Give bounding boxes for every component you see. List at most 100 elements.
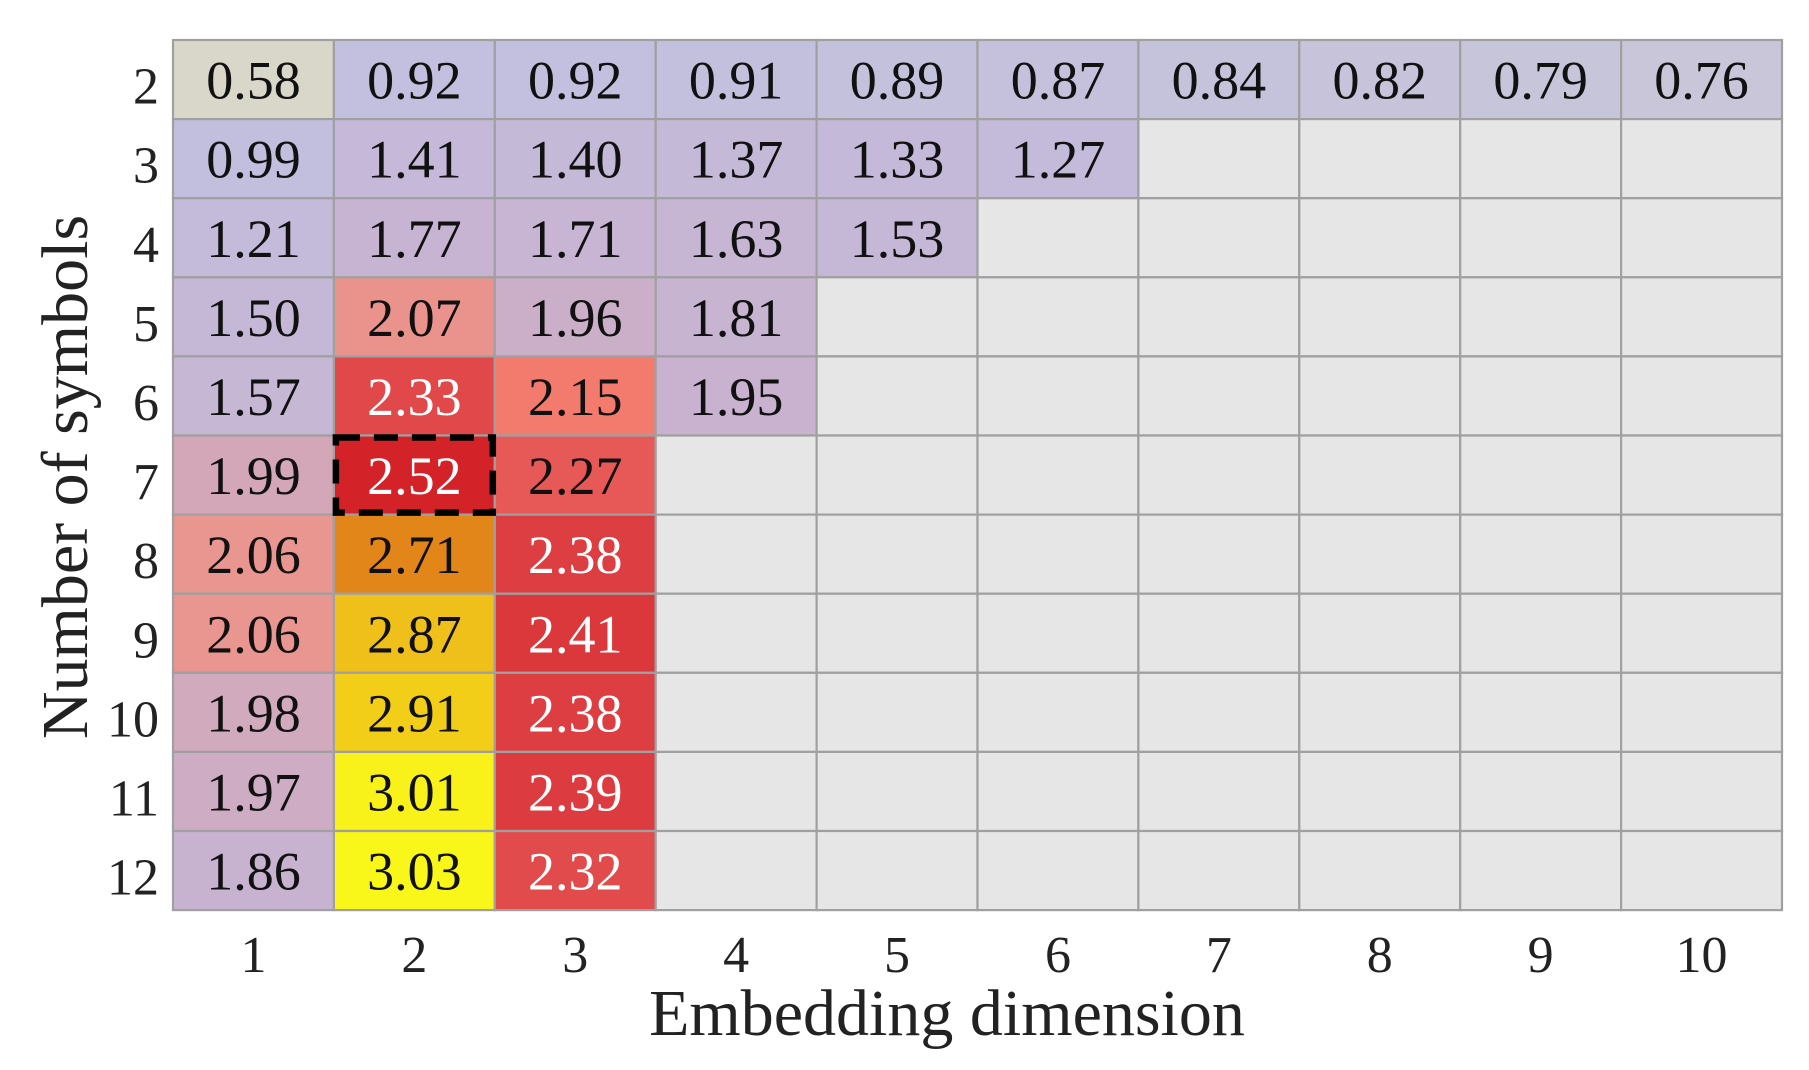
heatmap-cell-r10-c2 bbox=[332, 671, 496, 753]
heatmap-cell-r10-c3 bbox=[493, 671, 657, 753]
heatmap-cell-r2-c3 bbox=[493, 38, 657, 121]
heatmap-cell-r3-c9 bbox=[1459, 117, 1623, 200]
x-tick-label: 5 bbox=[884, 927, 910, 984]
heatmap-cell-r8-c8 bbox=[1298, 513, 1462, 595]
cell-value-label: 0.84 bbox=[1172, 51, 1267, 111]
heatmap-cell-r9-c3 bbox=[493, 592, 657, 674]
heatmap-cell-r9-c7 bbox=[1137, 592, 1301, 674]
heatmap-cell-r10-c4 bbox=[654, 671, 818, 753]
heatmap-cell-r8-c7 bbox=[1137, 513, 1301, 595]
heatmap-cell-r12-c6 bbox=[976, 829, 1140, 912]
heatmap-cell-r4-c10 bbox=[1619, 197, 1784, 279]
heatmap-cell-r11-c6 bbox=[976, 750, 1140, 833]
heatmap-cell-r9-c9 bbox=[1459, 592, 1623, 674]
x-axis-label: Embedding dimension bbox=[649, 977, 1245, 1050]
heatmap-cell-r8-c9 bbox=[1459, 513, 1623, 595]
x-tick-label: 2 bbox=[401, 927, 427, 984]
heatmap-cell-r6-c2 bbox=[332, 355, 496, 437]
heatmap-cell-r10-c5 bbox=[815, 671, 979, 753]
cell-value-label: 1.37 bbox=[689, 130, 784, 190]
heatmap-cell-r3-c10 bbox=[1619, 117, 1784, 200]
y-tick-label: 5 bbox=[133, 296, 159, 353]
heatmap-cell-r12-c5 bbox=[815, 829, 979, 912]
cell-value-label: 2.87 bbox=[367, 604, 462, 664]
heatmap-cell-r2-c2 bbox=[332, 38, 496, 121]
heatmap-cell-r11-c8 bbox=[1298, 750, 1462, 833]
heatmap-cell-r12-c9 bbox=[1459, 829, 1623, 912]
cell-value-label: 0.92 bbox=[528, 51, 623, 111]
y-axis-label: Number of symbols bbox=[29, 215, 102, 739]
cell-value-label: 0.76 bbox=[1654, 51, 1749, 111]
heatmap-cell-r7-c6 bbox=[976, 434, 1140, 516]
heatmap-cell-r8-c4 bbox=[654, 513, 818, 595]
heatmap-cell-r5-c8 bbox=[1298, 276, 1462, 358]
x-tick-label: 6 bbox=[1045, 927, 1071, 984]
cell-value-label: 3.03 bbox=[367, 842, 462, 902]
heatmap-cell-r5-c10 bbox=[1619, 276, 1784, 358]
x-tick-label: 4 bbox=[723, 927, 749, 984]
cell-labels-layer: 0.58 0.92 0.92 0.91 0.89 0.87 0.84 0.82 0.79 0.76… bbox=[206, 51, 1749, 902]
cell-value-label: 2.27 bbox=[528, 446, 623, 506]
heatmap-cell-r11-c4 bbox=[654, 750, 818, 833]
heatmap-cell-r9-c6 bbox=[976, 592, 1140, 674]
heatmap-cell-r10-c10 bbox=[1619, 671, 1784, 753]
cell-value-label: 2.06 bbox=[206, 525, 301, 585]
y-tick-label: 4 bbox=[133, 217, 159, 274]
cell-value-label: 0.58 bbox=[206, 51, 301, 111]
x-tick-label: 3 bbox=[562, 927, 588, 984]
heatmap-cell-r7-c5 bbox=[815, 434, 979, 516]
cell-value-label: 2.32 bbox=[528, 842, 623, 902]
cell-value-label: 1.81 bbox=[689, 288, 784, 348]
y-tick-label: 8 bbox=[133, 533, 159, 590]
y-tick-label: 9 bbox=[133, 612, 159, 669]
heatmap-cell-r6-c5 bbox=[815, 355, 979, 437]
heatmap-cell-r9-c10 bbox=[1619, 592, 1784, 674]
heatmap-cell-r10-c1 bbox=[171, 671, 335, 753]
cell-value-label: 0.89 bbox=[850, 51, 945, 111]
cell-value-label: 1.97 bbox=[206, 762, 301, 822]
x-tick-label: 7 bbox=[1206, 927, 1232, 984]
heatmap-cell-r12-c10 bbox=[1619, 829, 1784, 912]
cell-value-label: 1.99 bbox=[206, 446, 301, 506]
y-tick-label: 11 bbox=[109, 770, 159, 827]
cell-value-label: 0.92 bbox=[367, 51, 462, 111]
y-tick-label: 12 bbox=[107, 850, 159, 907]
heatmap-cell-r10-c9 bbox=[1459, 671, 1623, 753]
heatmap-cell-r12-c4 bbox=[654, 829, 818, 912]
heatmap-cell-r9-c4 bbox=[654, 592, 818, 674]
cell-value-label: 1.57 bbox=[206, 367, 301, 427]
heatmap-cell-r11-c7 bbox=[1137, 750, 1301, 833]
heatmap-cell-r9-c8 bbox=[1298, 592, 1462, 674]
cell-value-label: 2.38 bbox=[528, 683, 623, 743]
x-tick-label: 9 bbox=[1528, 927, 1554, 984]
heatmap-cell-r2-c8 bbox=[1298, 38, 1462, 121]
y-tick-label: 3 bbox=[133, 138, 159, 195]
heatmap-cell-r3-c4 bbox=[654, 117, 818, 200]
heatmap-cell-r7-c10 bbox=[1619, 434, 1784, 516]
heatmap-cell-r12-c7 bbox=[1137, 829, 1301, 912]
heatmap-cell-r6-c6 bbox=[976, 355, 1140, 437]
heatmap-cell-r12-c2 bbox=[332, 829, 496, 912]
cell-value-label: 2.52 bbox=[367, 446, 462, 506]
heatmap-cell-r7-c9 bbox=[1459, 434, 1623, 516]
y-tick-label: 6 bbox=[133, 375, 159, 432]
heatmap-cell-r4-c8 bbox=[1298, 197, 1462, 279]
heatmap-cell-r11-c5 bbox=[815, 750, 979, 833]
cell-value-label: 2.15 bbox=[528, 367, 623, 427]
highlight-layer bbox=[332, 434, 497, 516]
x-tick-label: 1 bbox=[240, 927, 266, 984]
heatmap-cell-r8-c5 bbox=[815, 513, 979, 595]
cell-value-label: 1.77 bbox=[367, 209, 462, 269]
heatmap-cell-r6-c10 bbox=[1619, 355, 1784, 437]
cell-value-label: 2.33 bbox=[367, 367, 462, 427]
heatmap-cell-r11-c10 bbox=[1619, 750, 1784, 833]
cell-value-label: 2.07 bbox=[367, 288, 462, 348]
heatmap-cell-r10-c7 bbox=[1137, 671, 1301, 753]
y-tick-label: 2 bbox=[133, 59, 159, 116]
heatmap-cell-r7-c4 bbox=[654, 434, 818, 516]
cell-value-label: 0.87 bbox=[1011, 51, 1106, 111]
heatmap-cell-r12-c8 bbox=[1298, 829, 1462, 912]
